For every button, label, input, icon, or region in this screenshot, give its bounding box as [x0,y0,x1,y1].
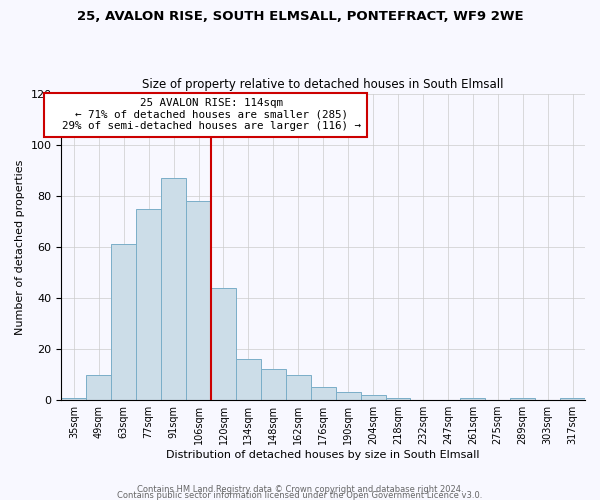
Bar [111,244,136,400]
Y-axis label: Number of detached properties: Number of detached properties [15,159,25,334]
Bar [311,388,335,400]
Bar [335,392,361,400]
Bar [560,398,585,400]
Bar [61,398,86,400]
Bar [386,398,410,400]
X-axis label: Distribution of detached houses by size in South Elmsall: Distribution of detached houses by size … [166,450,480,460]
Title: Size of property relative to detached houses in South Elmsall: Size of property relative to detached ho… [142,78,504,91]
Bar [186,201,211,400]
Bar [236,359,261,400]
Bar [361,395,386,400]
Bar [136,208,161,400]
Bar [286,374,311,400]
Bar [510,398,535,400]
Bar [86,374,111,400]
Text: Contains HM Land Registry data © Crown copyright and database right 2024.: Contains HM Land Registry data © Crown c… [137,484,463,494]
Bar [460,398,485,400]
Bar [161,178,186,400]
Bar [211,288,236,400]
Text: Contains public sector information licensed under the Open Government Licence v3: Contains public sector information licen… [118,490,482,500]
Text: 25 AVALON RISE: 114sqm
  ← 71% of detached houses are smaller (285)
  29% of sem: 25 AVALON RISE: 114sqm ← 71% of detached… [49,98,361,132]
Bar [261,370,286,400]
Text: 25, AVALON RISE, SOUTH ELMSALL, PONTEFRACT, WF9 2WE: 25, AVALON RISE, SOUTH ELMSALL, PONTEFRA… [77,10,523,23]
